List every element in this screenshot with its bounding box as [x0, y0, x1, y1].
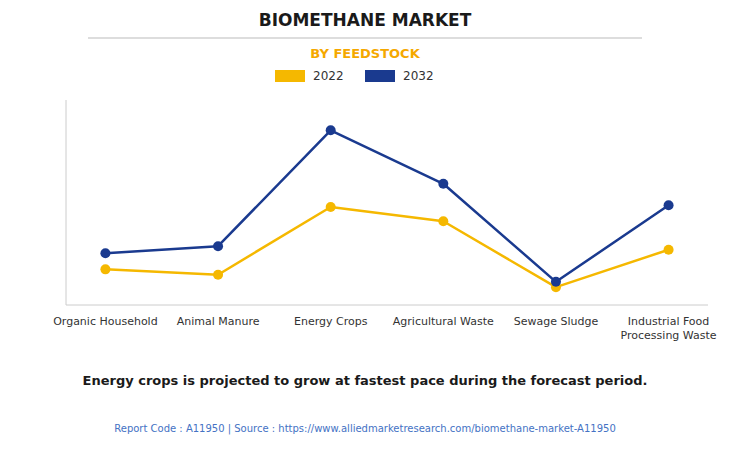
footer: Energy crops is projected to grow at fas…: [83, 373, 648, 388]
series-marker: [326, 202, 336, 212]
legend-swatch: [365, 70, 395, 82]
legend: 2022 2032: [275, 69, 434, 83]
x-tick-label: Animal Manure: [177, 315, 260, 328]
x-tick-label-line: Sewage Sludge: [514, 315, 599, 328]
x-tick-label-line: Animal Manure: [177, 315, 260, 328]
x-tick-label: Sewage Sludge: [514, 315, 599, 328]
series-marker: [551, 277, 561, 287]
series-line: [105, 130, 668, 282]
title: BIOMETHANE MARKET: [259, 10, 472, 30]
x-axis: [66, 305, 708, 306]
series-marker: [100, 248, 110, 258]
plot: [100, 125, 673, 292]
x-tick-label-line: Energy Crops: [294, 315, 368, 328]
y-axis: [66, 100, 67, 305]
x-tick-label: Energy Crops: [294, 315, 368, 328]
x-tick-label-line: Industrial Food: [628, 315, 709, 328]
x-tick-label-line: Agricultural Waste: [393, 315, 494, 328]
series-marker: [100, 264, 110, 274]
legend-label: 2032: [403, 69, 434, 83]
series-marker: [326, 125, 336, 135]
series-marker: [664, 245, 674, 255]
series-marker: [213, 270, 223, 280]
series-marker: [213, 241, 223, 251]
x-tick-label: Industrial FoodProcessing Waste: [621, 315, 717, 342]
report: Report Code : A11950 | Source : https://…: [114, 423, 616, 435]
chart: BIOMETHANE MARKET BY FEEDSTOCK 2022 2032 Org…: [0, 0, 730, 453]
series-marker: [438, 179, 448, 189]
x-tick-label-line: Processing Waste: [621, 329, 717, 342]
legend-swatch: [275, 70, 305, 82]
x-tick-label: Agricultural Waste: [393, 315, 494, 328]
x-tick-label: Organic Household: [53, 315, 158, 328]
legend-label: 2022: [313, 69, 344, 83]
x-tick-label-line: Organic Household: [53, 315, 158, 328]
title-rule: [88, 38, 642, 39]
series-marker: [664, 200, 674, 210]
series-marker: [438, 216, 448, 226]
subtitle: BY FEEDSTOCK: [310, 46, 420, 61]
